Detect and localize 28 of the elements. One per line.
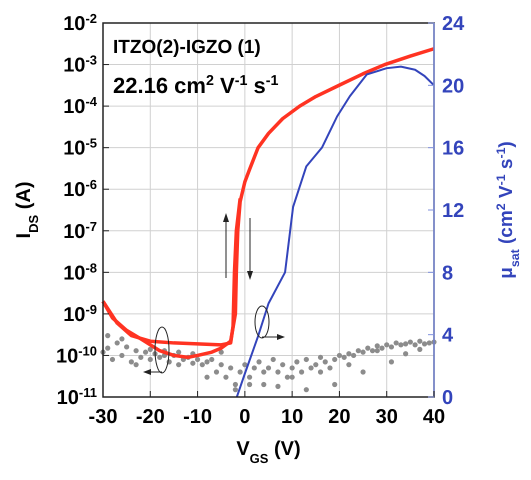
x-tick-label: 0 xyxy=(239,406,250,428)
x-tick-label: 30 xyxy=(376,406,398,428)
annotation: ITZO(2)-IGZO (1) xyxy=(113,37,261,58)
y2-tick-label: 20 xyxy=(442,75,464,98)
x-axis-title: V$_{GS}$ (V) xyxy=(236,438,301,466)
y2-tick-label: 8 xyxy=(442,262,454,284)
y2-tick-label: 24 xyxy=(442,13,466,35)
y-tick-label: 10$^{-10}$ xyxy=(56,342,97,368)
y-tick-label: 10$^{-3}$ xyxy=(63,52,97,77)
x-tick-label: 20 xyxy=(328,406,351,428)
y-tick-label: 10$^{-2}$ xyxy=(63,10,97,35)
x-tick-label: 10 xyxy=(281,406,304,428)
y-tick-label: 10$^{-4}$ xyxy=(63,94,98,118)
y-tick-label: 10$^{-7}$ xyxy=(63,218,97,243)
x-tick-label: 40 xyxy=(422,406,446,428)
y-tick-label: 10$^{-8}$ xyxy=(63,260,97,284)
x-tick-label: -10 xyxy=(183,406,212,428)
x-tick-label: -30 xyxy=(88,406,118,428)
x-tick-label: -20 xyxy=(136,406,165,428)
y-tick-label: 10$^{-11}$ xyxy=(56,384,97,409)
y2-tick-label: 12 xyxy=(442,200,464,222)
y2-tick-label: 0 xyxy=(442,387,454,409)
y-tick-label: 10$^{-9}$ xyxy=(63,301,97,326)
y2-tick-label: 16 xyxy=(442,138,464,160)
y2-tick-label: 4 xyxy=(442,324,454,347)
y-tick-label: 10$^{-5}$ xyxy=(63,135,97,160)
annotation: 22.16 cm$^{2}$ V$^{-1}$ s$^{-1}$ xyxy=(113,73,279,98)
y-tick-label: 10$^{-6}$ xyxy=(63,176,97,202)
